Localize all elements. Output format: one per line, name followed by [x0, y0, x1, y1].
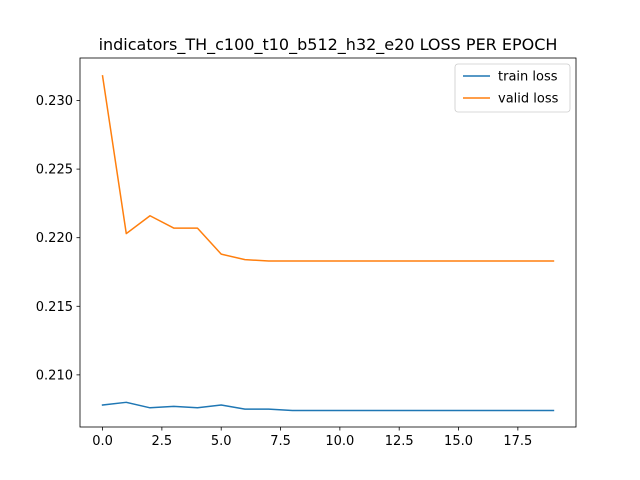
x-tick-label: 17.5: [503, 434, 532, 449]
y-tick-label: 0.230: [36, 94, 73, 109]
legend: train loss valid loss: [454, 63, 571, 113]
x-tick-label: 10.0: [325, 434, 354, 449]
series-layer: [101, 74, 555, 412]
x-tick-label: 12.5: [385, 434, 414, 449]
y-tick-label: 0.220: [36, 231, 73, 246]
y-tick-label: 0.210: [36, 368, 73, 383]
chart-title: indicators_TH_c100_t10_b512_h32_e20 LOSS…: [99, 35, 558, 55]
x-tick-label: 15.0: [444, 434, 473, 449]
plot-frame: [79, 57, 577, 428]
x-tick-label: 2.5: [152, 434, 173, 449]
series-line-valid-loss: [101, 74, 555, 262]
y-tick-label: 0.215: [36, 300, 73, 315]
x-tick-label: 0.0: [92, 434, 113, 449]
legend-label: train loss: [498, 70, 558, 85]
x-tick-label: 5.0: [211, 434, 232, 449]
series-line-train-loss: [101, 401, 555, 412]
y-tick-label: 0.225: [36, 163, 73, 178]
axes-layer: 0.0 2.5 5.0 7.5 10.0 12.5 15.0 17.5 0.210 0.215 0.…: [36, 57, 577, 449]
x-tick-label: 7.5: [270, 434, 291, 449]
legend-label: valid loss: [498, 92, 559, 107]
